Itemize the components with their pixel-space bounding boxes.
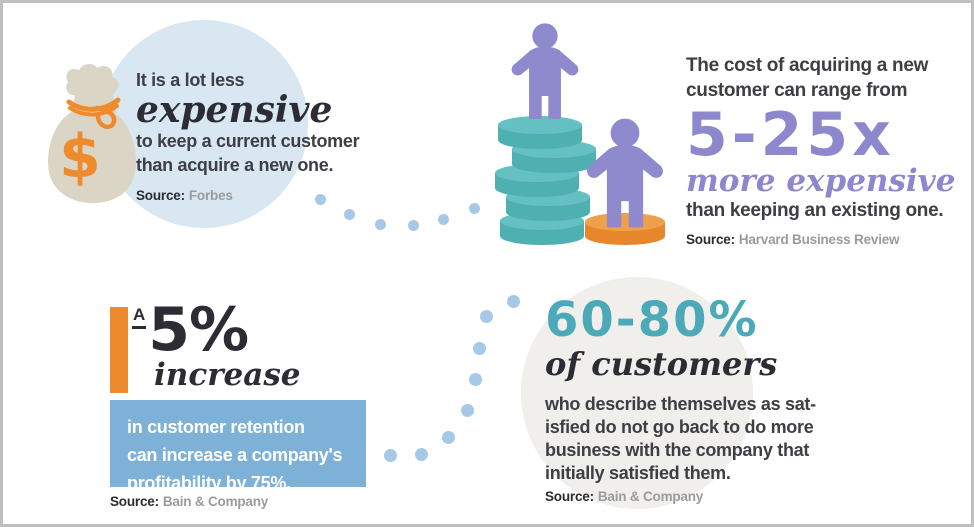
dollar-sign: $ [59, 122, 101, 192]
accent-bar [110, 307, 128, 393]
source-line: Source: Bain & Company [110, 494, 268, 509]
panel-line: customer can range from [686, 80, 908, 101]
path-dot [375, 219, 386, 230]
panel-line: isfied do not go back to do more [545, 417, 814, 437]
panel-line: It is a lot less [136, 70, 245, 90]
panel-line: business with the company that [545, 440, 810, 460]
panel-line: initially satisfied them. [545, 463, 731, 483]
bag-rope [66, 97, 121, 112]
bag-rope [68, 104, 119, 117]
emphasis-word: of customers [545, 345, 778, 383]
bag-top [66, 64, 119, 98]
source-value: Harvard Business Review [738, 232, 900, 247]
highlight-circle-blue [100, 20, 308, 228]
money-bag-icon: $ [48, 64, 136, 203]
coin-stack-illustration [495, 22, 665, 245]
source-label: Source: [545, 489, 594, 504]
source-value: Forbes [188, 188, 233, 203]
emphasis-word: expensive [136, 89, 333, 131]
person-icon [511, 22, 579, 120]
tall-coin-stack [495, 116, 596, 245]
panel-line: can increase a company's [127, 445, 343, 465]
path-dot [315, 194, 326, 205]
stat-value: 60-80% [545, 292, 759, 348]
panel-retention-profit: A 5% [132, 295, 249, 365]
path-dot [480, 310, 493, 323]
panel-keep-cheaper: It is a lot less expensive to keep a cur… [136, 69, 360, 203]
path-dot [408, 220, 419, 231]
path-dot [384, 449, 397, 462]
panel-line: The cost of acquiring a new [686, 55, 929, 76]
path-dot [469, 373, 482, 386]
panel-acquisition-cost: The cost of acquiring a new customer can… [686, 53, 955, 247]
source-line: Source: Harvard Business Review [686, 232, 955, 247]
source-line: Source: Forbes [136, 188, 359, 203]
path-dot [473, 342, 486, 355]
path-dot [438, 214, 449, 225]
panel-line: than acquire a new one. [136, 155, 334, 175]
source-value: Bain & Company [162, 494, 269, 509]
panel-line: than keeping an existing one. [686, 200, 944, 221]
stat-value: 5% [148, 295, 249, 365]
bag-rope-loop [94, 105, 117, 130]
source-line: Source: Bain & Company [545, 489, 816, 504]
path-dot [344, 209, 355, 220]
emphasis-word: more expensive [686, 163, 956, 199]
panel-line: in customer retention [127, 417, 305, 437]
person-icon [587, 117, 663, 228]
emphasis-word: increase [154, 357, 301, 393]
path-dot [442, 431, 455, 444]
bag-body [48, 111, 136, 203]
panel-body: who describe themselves as sat- isfied d… [545, 393, 816, 485]
source-label: Source: [136, 188, 185, 203]
path-dot [415, 448, 428, 461]
source-label: Source: [686, 232, 735, 247]
source-label: Source: [110, 494, 159, 509]
stat-prefix: A [132, 305, 147, 329]
panel-satisfied-customers: 60-80% of customers who describe themsel… [545, 294, 816, 504]
path-dot [507, 295, 520, 308]
panel-line: profitability by 75%. [127, 473, 291, 493]
path-dot [469, 203, 480, 214]
panel-line: who describe themselves as sat- [545, 394, 816, 414]
highlight-box: in customer retention can increase a com… [110, 400, 366, 493]
highlight-circle-gray [521, 277, 753, 509]
source-value: Bain & Company [597, 489, 704, 504]
short-coin-stack [585, 213, 665, 245]
stat-value: 5-25x [686, 100, 895, 170]
panel-line: to keep a current customer [136, 131, 360, 151]
path-dot [461, 404, 474, 417]
